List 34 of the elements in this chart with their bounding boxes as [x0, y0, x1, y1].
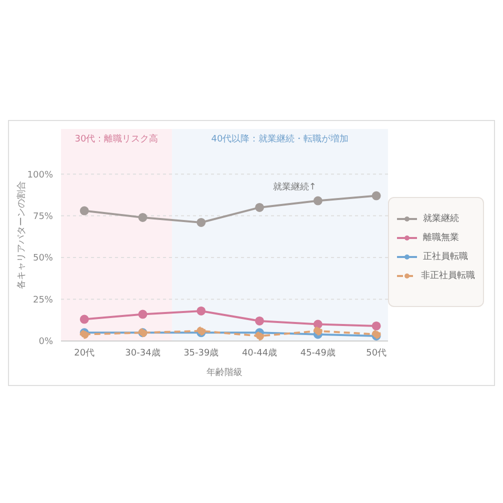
point — [196, 306, 206, 316]
legend-label: 離職無業 — [423, 232, 459, 244]
band-label: 40代以降：就業継続・転職が増加 — [211, 133, 349, 144]
x-tick-label: 45-49歳 — [300, 347, 336, 358]
point — [138, 310, 148, 319]
point — [255, 316, 264, 326]
y-tick-label: 50% — [32, 254, 54, 264]
point — [313, 196, 322, 206]
y-tick-label: 0% — [38, 337, 54, 348]
point — [138, 212, 148, 222]
y-tick-label: 25% — [32, 295, 54, 306]
point — [255, 202, 264, 212]
point — [196, 218, 206, 227]
x-tick-label: 40-44歳 — [242, 347, 278, 358]
x-tick-label: 20代 — [74, 347, 95, 358]
x-tick-label: 35-39歳 — [184, 347, 219, 358]
point — [255, 331, 264, 340]
legend-label: 正社員転職 — [423, 250, 468, 263]
point — [372, 321, 381, 330]
x-tick-label: 50代 — [366, 347, 387, 358]
x-axis-title: 年齢階級 — [206, 367, 242, 378]
point — [372, 191, 381, 200]
y-tick-label: 100% — [27, 170, 54, 180]
point — [313, 320, 322, 329]
point — [80, 206, 89, 216]
legend-label: 非正社員転職 — [421, 270, 475, 282]
point — [80, 314, 89, 324]
point — [313, 326, 322, 336]
y-axis-title: 各キャリアパターンの割合 — [16, 181, 28, 289]
y-tick-label: 75% — [32, 212, 54, 222]
x-tick-label: 30-34歳 — [125, 347, 160, 358]
legend-label: 就業継続 — [423, 212, 459, 225]
band-label: 30代：離職リスク高 — [74, 133, 158, 144]
annotation: 就業継続↑ — [272, 181, 316, 192]
